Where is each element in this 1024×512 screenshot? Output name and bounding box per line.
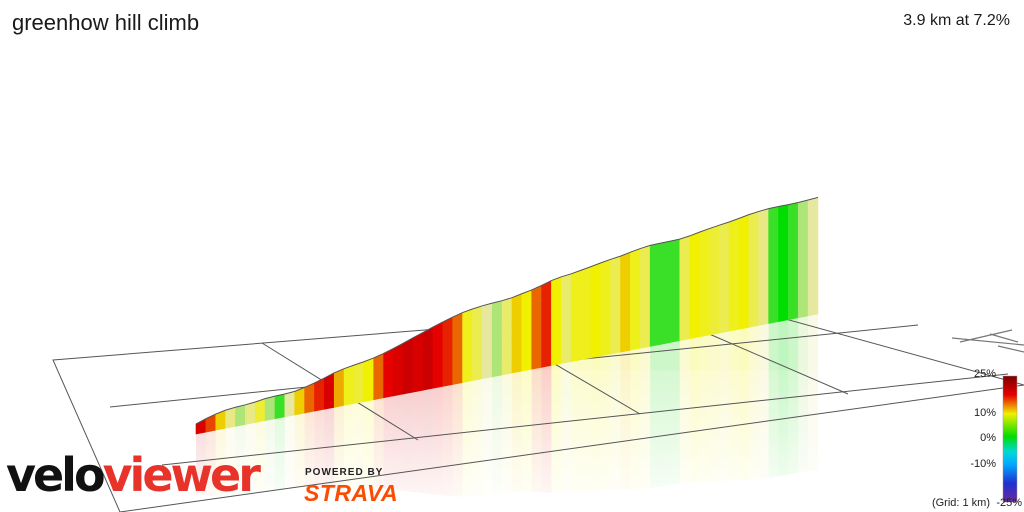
gradient-bar <box>778 204 789 322</box>
gradient-bar <box>501 297 513 376</box>
north-arrow-icon <box>951 329 1024 353</box>
gradient-bar <box>442 316 453 387</box>
grid-scale-note: (Grid: 1 km) <box>931 497 990 509</box>
gradient-bar <box>709 224 720 336</box>
legend-tick-25: 25% <box>973 368 996 380</box>
gradient-bar <box>728 217 740 332</box>
strava-logo: STRAVA <box>304 480 399 506</box>
gradient-bar <box>472 305 483 382</box>
gradient-bar <box>541 280 552 368</box>
gradient-bar <box>393 342 404 397</box>
gradient-bar <box>432 321 444 389</box>
gradient-bar <box>314 377 325 412</box>
segment-title: greenhow hill climb <box>12 10 200 35</box>
gradient-bar <box>491 300 503 378</box>
gradient-bar <box>669 238 681 343</box>
gradient-bars <box>195 197 819 435</box>
gradient-bar <box>333 368 345 408</box>
gradient-bar <box>225 406 236 429</box>
gradient-bar <box>531 284 542 370</box>
gradient-bar <box>807 197 819 317</box>
gradient-bar <box>274 393 286 420</box>
gradient-bar <box>383 347 394 399</box>
legend-tick-minus-25: -25% <box>996 497 1022 509</box>
gradient-bar <box>551 276 562 366</box>
gradient-bar <box>561 273 572 364</box>
gradient-bar <box>343 364 355 406</box>
gradient-bar <box>610 255 621 355</box>
gradient-bar <box>590 262 602 359</box>
gradient-bar <box>245 401 256 425</box>
gradient-bar <box>452 312 463 385</box>
gradient-bar <box>659 240 671 345</box>
gradient-bar <box>363 357 375 402</box>
gradient-bar <box>580 266 592 361</box>
gradient-bar <box>738 214 750 330</box>
gradient-bar <box>422 326 434 391</box>
gradient-bar <box>304 382 315 414</box>
grid-line <box>699 329 849 395</box>
gradient-bar <box>699 228 710 338</box>
gradient-bar <box>788 202 799 321</box>
gradient-bar <box>570 269 582 362</box>
veloviewer-logo: veloviewer <box>6 448 261 502</box>
gradient-bar <box>630 248 641 351</box>
gradient-bar <box>639 244 651 349</box>
legend-tick-minus-10: -10% <box>970 458 996 470</box>
gradient-bar <box>649 242 661 347</box>
gradient-bar <box>353 361 365 404</box>
gradient-bar <box>235 404 246 427</box>
gradient-bar <box>462 308 473 383</box>
gradient-bar <box>403 337 414 395</box>
gradient-bar <box>521 289 532 372</box>
elevation-line <box>195 196 819 425</box>
gradient-bar <box>264 395 276 422</box>
gradient-bar <box>482 302 493 380</box>
gradient-bar <box>748 211 760 328</box>
gradient-bar <box>294 387 305 416</box>
gradient-bar <box>284 391 296 418</box>
gradient-bar <box>768 206 779 324</box>
gradient-bar <box>679 235 690 342</box>
gradient-bar <box>324 372 335 410</box>
gradient-bar <box>620 251 631 353</box>
gradient-bar <box>718 221 730 334</box>
gradient-bar <box>254 398 266 423</box>
segment-stats: 3.9 km at 7.2% <box>903 12 1010 29</box>
gradient-bar <box>511 293 523 374</box>
legend-tick-10: 10% <box>973 407 996 419</box>
legend-tick-0: 0% <box>980 432 996 444</box>
reflection-fade <box>190 370 840 512</box>
gradient-bar <box>373 352 384 401</box>
gradient-bar <box>689 231 700 340</box>
legend-color-bar <box>1002 375 1018 503</box>
gradient-bar <box>600 258 611 357</box>
grid-line <box>161 373 1009 466</box>
gradient-bar <box>797 199 809 319</box>
powered-by-text: POWERED BY <box>305 467 384 478</box>
gradient-bar <box>758 208 769 326</box>
gradient-bar <box>412 331 424 393</box>
